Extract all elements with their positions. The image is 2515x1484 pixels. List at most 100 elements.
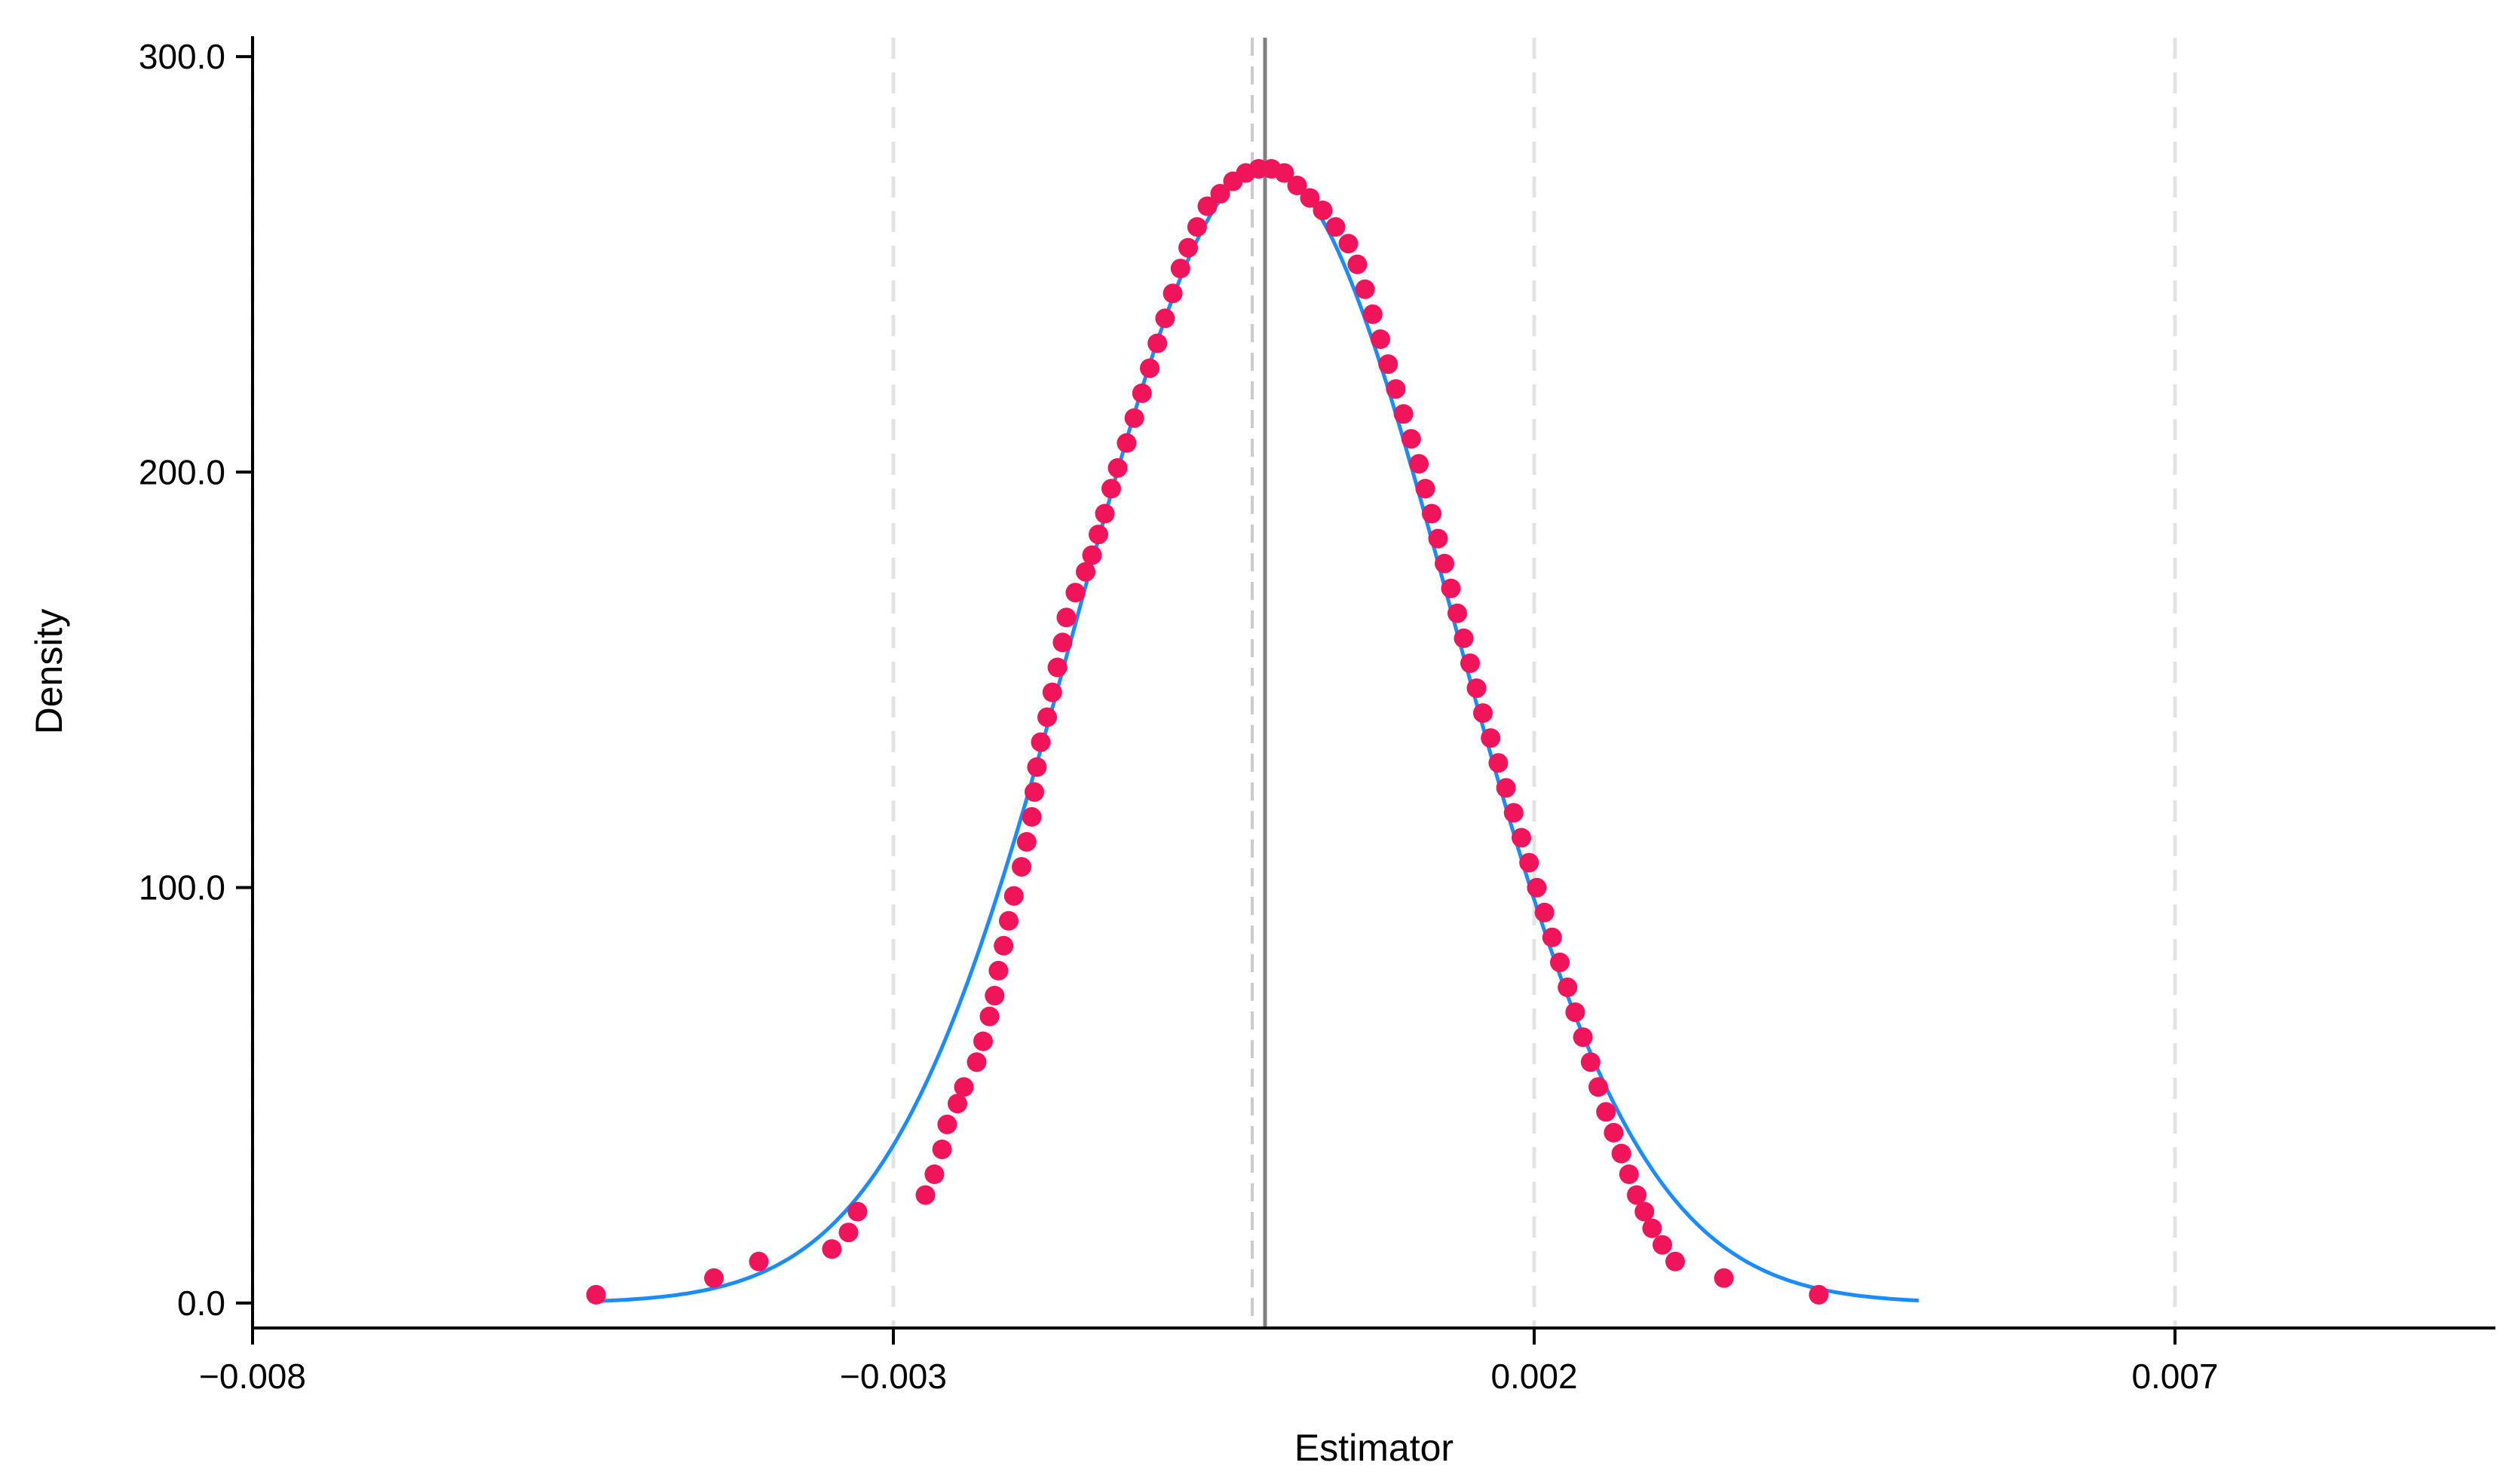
data-point-35 (1095, 503, 1115, 524)
normal-curve (598, 166, 1919, 1303)
data-point-90 (1565, 1002, 1585, 1022)
data-point-100 (1642, 1218, 1662, 1238)
data-point-42 (1147, 333, 1168, 353)
data-point-83 (1512, 828, 1531, 848)
data-point-21 (1016, 832, 1037, 852)
data-point-84 (1519, 852, 1539, 873)
data-point-68 (1409, 454, 1429, 474)
data-point-32 (1076, 561, 1095, 582)
data-point-34 (1089, 525, 1108, 545)
x-axis-title: Estimator (1294, 1427, 1454, 1469)
data-point-103 (1714, 1268, 1734, 1288)
data-point-64 (1378, 354, 1398, 375)
data-point-31 (1065, 583, 1086, 603)
data-point-73 (1441, 578, 1461, 598)
data-point-79 (1481, 728, 1501, 748)
data-point-13 (973, 1031, 993, 1051)
data-point-36 (1101, 479, 1121, 499)
data-point-91 (1573, 1027, 1593, 1048)
data-point-86 (1534, 902, 1555, 923)
y-tick-label-1: 100.0 (139, 868, 225, 907)
data-point-1 (704, 1268, 724, 1288)
data-point-89 (1558, 978, 1578, 997)
data-point-77 (1466, 678, 1487, 699)
data-point-37 (1107, 457, 1128, 478)
data-point-75 (1454, 628, 1474, 648)
data-point-4 (838, 1222, 859, 1243)
data-point-72 (1435, 553, 1454, 574)
data-point-3 (822, 1239, 842, 1259)
data-point-19 (1003, 886, 1024, 906)
data-point-70 (1422, 503, 1441, 524)
data-point-45 (1170, 259, 1190, 279)
data-point-49 (1210, 184, 1230, 203)
data-point-2 (749, 1251, 769, 1271)
data-point-71 (1428, 528, 1448, 549)
data-point-74 (1447, 603, 1467, 623)
x-tick-label-3: 0.007 (2131, 1357, 2218, 1396)
data-point-60 (1347, 254, 1368, 274)
data-point-30 (1056, 607, 1077, 628)
data-point-97 (1619, 1164, 1639, 1184)
data-point-59 (1338, 234, 1359, 254)
data-point-20 (1012, 857, 1031, 877)
data-point-25 (1031, 732, 1051, 752)
y-tick-label-3: 300.0 (139, 37, 225, 76)
data-points (586, 159, 1829, 1305)
data-point-33 (1082, 545, 1102, 565)
data-point-87 (1542, 927, 1562, 947)
x-tick-label-0: −0.008 (199, 1357, 306, 1396)
data-point-44 (1163, 283, 1183, 304)
data-point-69 (1415, 479, 1435, 499)
data-point-104 (1809, 1284, 1829, 1305)
data-point-47 (1187, 217, 1207, 237)
data-point-98 (1627, 1185, 1647, 1205)
data-point-24 (1027, 757, 1047, 777)
axes (251, 36, 2495, 1329)
data-point-78 (1473, 703, 1493, 724)
grid-lines (250, 38, 2177, 1328)
data-point-12 (966, 1052, 987, 1072)
data-point-94 (1596, 1102, 1616, 1122)
y-tick-label-0: 0.0 (177, 1284, 225, 1323)
data-point-41 (1140, 358, 1159, 378)
data-point-8 (932, 1140, 952, 1159)
data-point-92 (1580, 1052, 1601, 1072)
data-point-82 (1503, 803, 1524, 823)
data-point-7 (924, 1164, 945, 1184)
x-tick-label-1: −0.003 (840, 1357, 947, 1396)
data-point-43 (1155, 308, 1175, 329)
data-point-28 (1047, 657, 1068, 678)
x-tick-label-2: 0.002 (1490, 1357, 1577, 1396)
data-point-6 (915, 1185, 936, 1205)
data-point-54 (1274, 163, 1294, 183)
data-point-18 (999, 910, 1019, 931)
data-point-95 (1604, 1122, 1624, 1143)
data-point-76 (1460, 653, 1480, 673)
data-point-11 (954, 1077, 974, 1097)
data-point-85 (1527, 877, 1547, 898)
data-point-58 (1325, 217, 1346, 237)
data-point-40 (1132, 383, 1152, 403)
data-point-10 (948, 1094, 967, 1114)
data-point-56 (1300, 188, 1320, 208)
data-point-65 (1386, 379, 1406, 399)
y-axis-title: Density (28, 609, 70, 735)
data-point-101 (1653, 1235, 1672, 1255)
normal-curve-layer (598, 166, 1919, 1303)
data-point-102 (1665, 1251, 1685, 1271)
data-point-55 (1287, 176, 1307, 195)
data-point-26 (1037, 707, 1057, 727)
tick-layer: −0.008 −0.003 0.002 0.007 0.0 100.0 200.0 300.0 (139, 37, 2219, 1396)
data-point-38 (1117, 433, 1137, 453)
data-point-61 (1355, 279, 1375, 299)
reference-lines (1251, 38, 1267, 1328)
data-point-29 (1052, 632, 1073, 653)
data-point-93 (1588, 1077, 1608, 1097)
data-point-99 (1634, 1201, 1655, 1222)
data-point-80 (1488, 753, 1509, 773)
data-point-62 (1362, 304, 1383, 324)
data-point-9 (937, 1114, 957, 1134)
